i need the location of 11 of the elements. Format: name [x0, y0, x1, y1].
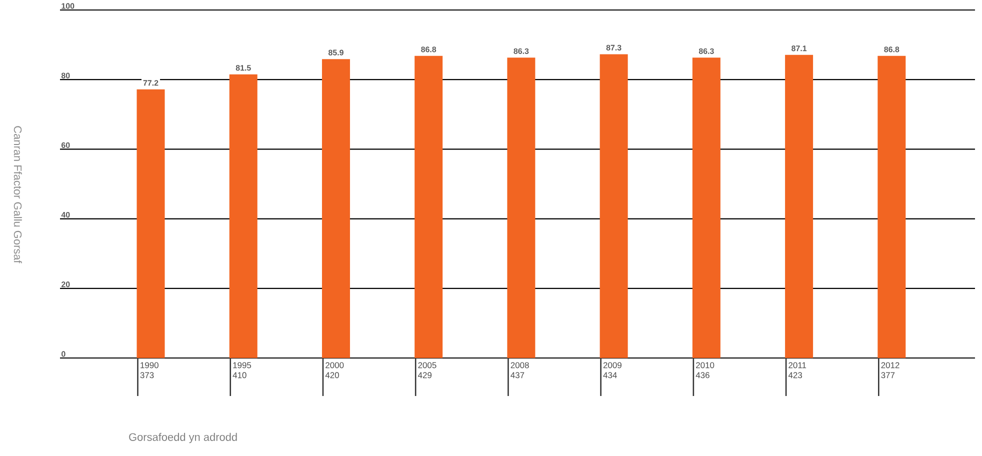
x-axis-title: Gorsafoedd yn adrodd	[129, 432, 237, 444]
x-tick-label: 2012 377	[881, 362, 900, 378]
x-tick-label: 2010 436	[696, 362, 714, 378]
x-tick-label: 2011 423	[788, 362, 806, 378]
x-tick-label: 2005 429	[418, 362, 436, 378]
x-tick-label: 1995 410	[232, 362, 252, 378]
x-tick-label: 2000 420	[325, 362, 344, 378]
x-tick-label: 1990 373	[140, 362, 158, 378]
x-tick-label: 2009 434	[603, 362, 622, 378]
y-axis-title: Canran Ffactor Gallu Gorsaf	[14, 126, 22, 264]
x-tick-label: 2008 437	[510, 362, 529, 378]
